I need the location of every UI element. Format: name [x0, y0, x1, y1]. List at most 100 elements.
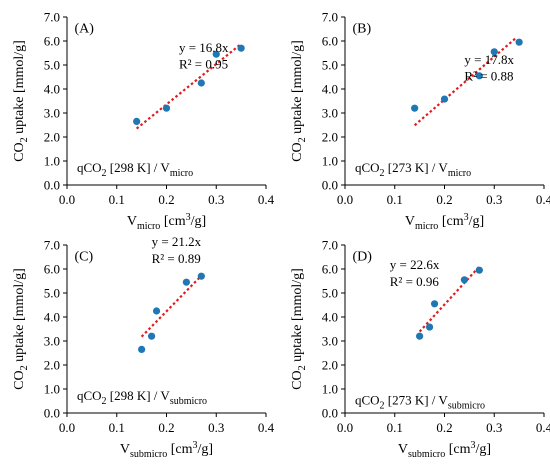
data-point	[182, 278, 190, 286]
x-tick-label: 0.2	[158, 420, 174, 435]
y-tick-label: 0.0	[44, 406, 60, 421]
panel-note: qCO2 [298 K] / Vmicro	[77, 160, 193, 179]
y-tick-label: 2.0	[44, 358, 60, 373]
y-tick-label: 4.0	[44, 310, 60, 325]
panel-label: (A)	[74, 22, 94, 37]
data-point	[212, 50, 220, 58]
y-tick-label: 4.0	[44, 82, 60, 97]
x-tick-label: 0.2	[436, 192, 452, 207]
y-tick-label: 0.0	[44, 178, 60, 193]
x-tick-label: 0.1	[387, 420, 403, 435]
data-point	[147, 332, 156, 340]
fit-equation: y = 22.6x	[390, 257, 440, 272]
panel-note: qCO2 [298 K] / Vsubmicro	[77, 388, 207, 407]
y-tick-label: 2.0	[322, 130, 338, 145]
y-tick-label: 0.0	[322, 178, 338, 193]
r-squared: R² = 0.88	[464, 69, 513, 84]
x-tick-label: 0.3	[486, 420, 502, 435]
r-squared: R² = 0.96	[390, 274, 440, 289]
y-tick-label: 3.0	[322, 106, 338, 121]
y-tick-label: 2.0	[44, 130, 60, 145]
data-point	[416, 332, 424, 340]
y-tick-label: 7.0	[322, 238, 338, 253]
y-tick-label: 4.0	[322, 82, 338, 97]
panel-note: qCO2 [273 K] / Vsubmicro	[355, 393, 485, 412]
data-point	[162, 104, 171, 112]
x-axis-label: Vmicro [cm3/g]	[127, 212, 206, 232]
trendline	[140, 274, 203, 338]
x-tick-label: 0.1	[387, 192, 403, 207]
y-tick-label: 5.0	[44, 286, 60, 301]
x-tick-label: 0.4	[536, 192, 550, 207]
x-tick-label: 0.2	[436, 420, 452, 435]
y-axis-label: CO2 uptake [mmol/g]	[290, 268, 308, 390]
y-tick-label: 7.0	[44, 10, 60, 25]
x-axis-label: Vsubmicro [cm3/g]	[120, 440, 213, 460]
y-axis-label: CO2 uptake [mmol/g]	[12, 40, 30, 162]
fit-equation: y = 17.8x	[464, 52, 514, 67]
y-tick-label: 7.0	[322, 10, 338, 25]
trendline	[135, 43, 242, 130]
x-tick-label: 0.1	[109, 192, 125, 207]
data-point	[460, 276, 468, 284]
chart-panel-b: 0.0 0.1 0.2 0.3 0.4 0.0 1.0 2.0 3.0 4.0 5.0 6.0 7.0 V…	[290, 10, 550, 233]
x-tick-label: 0.4	[536, 420, 550, 435]
data-point	[197, 272, 205, 280]
y-tick-label: 7.0	[44, 238, 60, 253]
x-tick-label: 0.0	[59, 192, 75, 207]
y-tick-label: 6.0	[322, 34, 338, 49]
trendline	[413, 36, 518, 127]
x-tick-label: 0.0	[337, 192, 353, 207]
chart-panel-d: 0.0 0.1 0.2 0.3 0.4 0.0 1.0 2.0 3.0 4.0 5.0 6.0 7.0 V…	[290, 238, 550, 461]
data-point	[475, 72, 483, 80]
y-tick-label: 6.0	[44, 34, 60, 49]
x-axis-label: Vsubmicro [cm3/g]	[398, 440, 491, 460]
y-tick-label: 1.0	[322, 154, 338, 169]
x-tick-label: 0.4	[258, 192, 275, 207]
fit-equation: y = 21.2x	[152, 234, 202, 249]
x-tick-label: 0.3	[208, 420, 224, 435]
x-tick-label: 0.0	[59, 420, 75, 435]
y-tick-label: 6.0	[322, 262, 338, 277]
data-point	[440, 95, 449, 103]
y-tick-label: 3.0	[44, 334, 60, 349]
chart-panel-c: 0.0 0.1 0.2 0.3 0.4 0.0 1.0 2.0 3.0 4.0 5.0 6.0 7.0 V…	[12, 234, 275, 460]
y-tick-label: 2.0	[322, 358, 338, 373]
data-point	[475, 266, 483, 274]
panel-label: (D)	[352, 250, 372, 265]
data-point	[411, 104, 419, 112]
y-axis-label: CO2 uptake [mmol/g]	[290, 40, 308, 162]
y-tick-label: 5.0	[322, 286, 338, 301]
y-tick-label: 1.0	[44, 154, 60, 169]
r-squared: R² = 0.95	[179, 57, 228, 72]
data-point	[138, 345, 146, 353]
data-point	[152, 307, 161, 315]
x-axis-label: Vmicro [cm3/g]	[405, 212, 484, 232]
data-point	[133, 117, 141, 125]
y-axis-label: CO2 uptake [mmol/g]	[12, 268, 30, 390]
y-tick-label: 6.0	[44, 262, 60, 277]
x-tick-label: 0.0	[337, 420, 353, 435]
y-tick-label: 0.0	[322, 406, 338, 421]
y-tick-label: 1.0	[322, 382, 338, 397]
data-point	[197, 79, 205, 87]
panel-note: qCO2 [273 K] / Vmicro	[355, 160, 471, 179]
data-point	[490, 48, 498, 56]
y-tick-label: 3.0	[322, 334, 338, 349]
x-tick-label: 0.2	[158, 192, 174, 207]
y-tick-label: 5.0	[44, 58, 60, 73]
y-tick-label: 5.0	[322, 58, 338, 73]
x-tick-label: 0.1	[109, 420, 125, 435]
panel-label: (C)	[74, 250, 93, 265]
data-point	[515, 38, 523, 46]
r-squared: R² = 0.89	[152, 251, 201, 266]
x-tick-label: 0.3	[208, 192, 224, 207]
y-tick-label: 1.0	[44, 382, 60, 397]
data-point	[430, 300, 439, 308]
data-point	[237, 44, 245, 52]
x-tick-label: 0.4	[258, 420, 275, 435]
chart-panel-a: 0.0 0.1 0.2 0.3 0.4 0.0 1.0 2.0 3.0 4.0 5.0 6.0 7.0 V…	[12, 10, 275, 233]
data-point	[425, 323, 434, 331]
fit-equation: y = 16.8x	[179, 40, 229, 55]
